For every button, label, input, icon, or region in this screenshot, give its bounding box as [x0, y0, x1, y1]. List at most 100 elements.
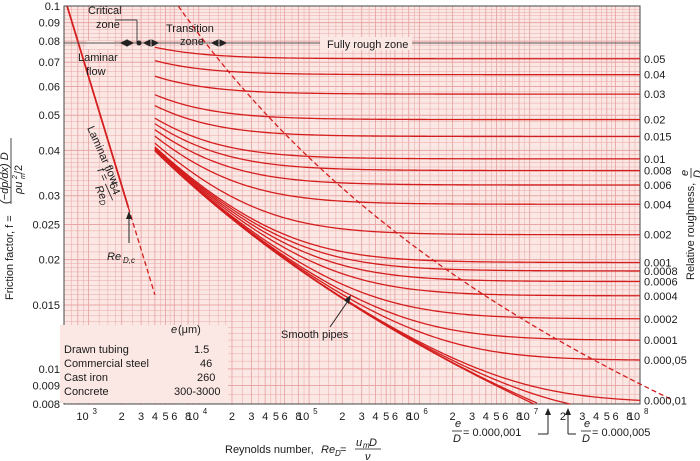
transition-zone-label-2: zone: [180, 36, 204, 48]
y-tick-label: 0.03: [39, 191, 60, 203]
smooth-pipes-pointer: [329, 297, 351, 328]
svg-text:D: D: [335, 449, 341, 458]
svg-text:D: D: [692, 170, 700, 178]
x-tick-label-exponent: 5: [313, 407, 318, 416]
x-tick-label: 5: [163, 411, 169, 423]
fully-rough-zone-label: Fully rough zone: [327, 39, 408, 51]
y-tick-label: 0.09: [39, 18, 60, 30]
svg-text:ρu: ρu: [13, 182, 25, 195]
roughness-value-0: 1.5: [194, 344, 209, 356]
svg-text:Reynolds number,: Reynolds number,: [225, 444, 314, 456]
relative-roughness-label: 0.02: [644, 115, 665, 127]
relative-roughness-label: 0.002: [644, 230, 672, 242]
x-tick-label: 2: [229, 411, 235, 423]
x-tick-label-exponent: 4: [203, 407, 208, 416]
x-tick-label: 5: [604, 411, 610, 423]
svg-text:D: D: [582, 433, 590, 445]
y-tick-label: 0.025: [32, 219, 60, 231]
friction-curve: [154, 148, 640, 297]
svg-text:=: =: [340, 444, 346, 456]
roughness-table: e (μm) Drawn tubing 1.5 Commercial steel…: [60, 324, 228, 403]
x-tick-label: 2: [339, 411, 345, 423]
y-tick-label: 0.01: [39, 364, 60, 376]
friction-curve: [154, 123, 640, 172]
relative-roughness-label: 0.0004: [644, 291, 678, 303]
svg-text:2: 2: [12, 175, 19, 180]
y-tick-label: 0.008: [32, 399, 60, 411]
friction-curve: [154, 147, 640, 283]
roughness-material-1: Commercial steel: [64, 358, 149, 370]
x-tick-label: 10: [628, 411, 640, 423]
x-tick-label: 6: [612, 411, 618, 423]
x-tick-label: 4: [483, 411, 489, 423]
svg-text:Relative roughness,: Relative roughness,: [685, 183, 697, 280]
svg-text:/2: /2: [13, 165, 25, 174]
svg-text:e: e: [584, 418, 590, 430]
svg-text:Friction factor, f =: Friction factor, f =: [4, 215, 16, 300]
svg-text:D: D: [97, 198, 108, 207]
relative-roughness-label: 0.05: [644, 54, 665, 66]
x-tick-label: 3: [579, 411, 585, 423]
relative-roughness-label: 0.015: [644, 131, 672, 143]
y-axis-label-left: Friction factor, f = (−dp/dx) D ρu 2 m /…: [0, 138, 27, 300]
ed-callout-1: e D = 0.000,001: [452, 408, 551, 445]
x-tick-label: 10: [187, 411, 199, 423]
x-tick-label-exponent: 6: [423, 407, 428, 416]
x-tick-label: 3: [469, 411, 475, 423]
svg-text:(−dp/dx) D: (−dp/dx) D: [0, 152, 11, 204]
x-tick-label: 2: [119, 411, 125, 423]
relative-roughness-label: 0.0006: [644, 276, 678, 288]
relative-roughness-label: 0.0008: [644, 266, 678, 278]
recrit-label: Re: [107, 251, 121, 263]
relative-roughness-labels: 0.05 0.04 0.03 0.02 0.015 0.010.008 0.006 0.004…: [644, 54, 687, 408]
laminar-zone-label-2: flow: [86, 66, 106, 78]
roughness-value-2: 260: [197, 372, 215, 384]
ed-callout-2: e D = 0.000,005: [565, 408, 650, 445]
x-tick-label: 5: [273, 411, 279, 423]
y-tick-label: 0.07: [39, 57, 60, 69]
x-tick-label-exponent: 3: [92, 407, 97, 416]
laminar-zone-box: [86, 41, 114, 49]
x-tick-label: 8: [516, 411, 522, 423]
relative-roughness-label: 0.01: [644, 154, 665, 166]
y-tick-label: 0.02: [39, 255, 60, 267]
laminar-formula: f = 64 Re D: [92, 166, 122, 207]
smooth-pipes-label: Smooth pipes: [281, 329, 349, 341]
x-tick-label: 4: [262, 411, 268, 423]
svg-text:64: 64: [106, 181, 122, 197]
plot-frame: [63, 5, 641, 405]
roughness-material-2: Cast iron: [64, 372, 108, 384]
x-tick-label: 10: [76, 411, 88, 423]
svg-text:D: D: [369, 437, 377, 449]
laminar-zone-label-1: Laminar: [78, 52, 118, 64]
x-tick-label-exponent: 8: [644, 407, 649, 416]
relative-roughness-label: 0.000,05: [644, 355, 687, 367]
curve-layer: [66, 6, 641, 405]
relative-roughness-label: 0.03: [644, 89, 665, 101]
svg-text:D: D: [453, 433, 461, 445]
fully-rough-box: [320, 37, 412, 50]
y-axis-label-right: Relative roughness, e D: [679, 168, 700, 280]
x-tick-label: 6: [171, 411, 177, 423]
friction-curve: [154, 149, 641, 320]
laminar-curve: [66, 6, 130, 208]
relative-roughness-label: 0.0001: [644, 335, 678, 347]
svg-text:e: e: [455, 418, 461, 430]
y-tick-label: 0.009: [32, 380, 60, 392]
transition-zone-label-1: Transition: [166, 23, 214, 35]
y-tick-label: 0.015: [32, 300, 60, 312]
x-tick-label: 8: [295, 411, 301, 423]
relative-roughness-label: 0.0002: [644, 314, 678, 326]
roughness-table-background: [60, 325, 228, 403]
recrit-arrowhead: [126, 211, 132, 219]
friction-curve: [154, 129, 640, 186]
y-tick-label: 0.08: [39, 36, 60, 48]
relative-roughness-label: 0.001: [644, 257, 672, 269]
svg-text:ν: ν: [365, 451, 371, 461]
major-grid: [63, 5, 641, 405]
x-tick-label: 10: [518, 411, 530, 423]
x-tick-label: 4: [372, 411, 378, 423]
x-tick-label: 6: [392, 411, 398, 423]
roughness-material-3: Concrete: [64, 386, 109, 398]
roughness-header-symbol: e: [171, 324, 177, 336]
